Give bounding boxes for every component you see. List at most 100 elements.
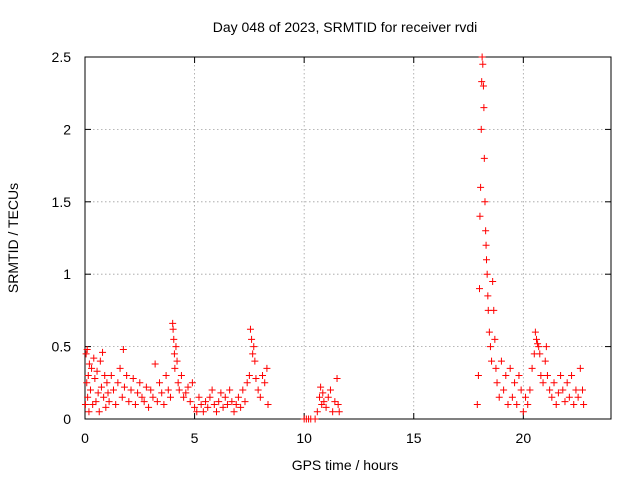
data-point (199, 408, 207, 416)
data-point (102, 403, 110, 411)
data-point (84, 372, 92, 380)
data-point (491, 335, 499, 343)
data-point (219, 403, 227, 411)
data-point (153, 398, 161, 406)
data-point (92, 398, 100, 406)
data-point (180, 393, 188, 401)
data-point (83, 379, 91, 387)
data-point (169, 325, 177, 333)
data-point (173, 357, 181, 365)
data-point (559, 386, 567, 394)
data-point (531, 328, 539, 336)
data-point (99, 348, 107, 356)
y-tick-label: 1.5 (52, 194, 72, 210)
data-point (208, 386, 216, 394)
data-point (156, 379, 164, 387)
data-point (335, 408, 343, 416)
data-point (83, 345, 91, 353)
data-point (120, 383, 128, 391)
data-point (166, 393, 174, 401)
data-point (195, 393, 203, 401)
data-point (138, 393, 146, 401)
data-point (489, 277, 497, 285)
data-point (101, 372, 109, 380)
data-point (140, 398, 148, 406)
data-point (548, 393, 556, 401)
data-point (580, 401, 588, 409)
data-point (477, 125, 485, 133)
data-point (478, 78, 486, 86)
data-point (254, 386, 262, 394)
data-point (252, 374, 260, 382)
x-tick-label: 5 (191, 430, 199, 446)
data-point (85, 360, 93, 368)
data-point (243, 379, 251, 387)
data-point (476, 285, 483, 293)
data-point (541, 357, 549, 365)
data-point (230, 408, 238, 416)
data-point (528, 364, 536, 372)
data-point (263, 364, 271, 372)
data-point (519, 408, 527, 416)
data-point (539, 379, 547, 387)
data-point (136, 379, 144, 387)
data-point (245, 372, 253, 380)
data-point (177, 372, 185, 380)
data-point (506, 364, 514, 372)
data-point (511, 379, 519, 387)
data-point (563, 379, 571, 387)
data-point (93, 367, 101, 375)
data-point (480, 154, 488, 162)
data-point (483, 270, 491, 278)
data-point (100, 393, 108, 401)
data-point (149, 393, 157, 401)
data-point (483, 256, 491, 264)
data-point (497, 357, 505, 365)
data-point (182, 389, 190, 397)
data-point (127, 386, 135, 394)
data-point (570, 401, 578, 409)
data-point (484, 292, 492, 300)
data-point (151, 360, 159, 368)
data-point (248, 335, 256, 343)
data-point (123, 372, 131, 380)
data-point (89, 401, 97, 409)
data-point (184, 383, 192, 391)
data-point (105, 398, 113, 406)
data-point (82, 350, 90, 358)
data-point (261, 379, 269, 387)
data-point (473, 401, 481, 409)
data-point (232, 401, 240, 409)
data-point (241, 398, 249, 406)
data-point (492, 364, 500, 372)
data-point (85, 408, 93, 416)
y-tick-label: 2 (63, 121, 71, 137)
data-point (490, 306, 498, 314)
y-tick-label: 0 (63, 411, 71, 427)
data-point (317, 383, 325, 391)
data-point (485, 328, 493, 336)
y-tick-label: 2.5 (52, 49, 72, 65)
data-point (175, 386, 183, 394)
data-point (329, 408, 337, 416)
data-point (495, 393, 503, 401)
data-point (223, 401, 231, 409)
x-axis-label: GPS time / hours (292, 457, 399, 473)
data-point (324, 393, 332, 401)
data-point (334, 401, 342, 409)
data-point (217, 389, 225, 397)
grid-lines (85, 57, 611, 419)
data-point (259, 372, 267, 380)
data-point (311, 415, 319, 423)
data-point (322, 403, 330, 411)
data-point (145, 403, 153, 411)
data-point (147, 386, 155, 394)
data-point (86, 386, 94, 394)
data-point (535, 343, 543, 351)
data-point (572, 386, 580, 394)
data-points (81, 53, 588, 423)
data-point (84, 393, 92, 401)
data-point (537, 372, 545, 380)
data-point (88, 364, 96, 372)
data-point (536, 350, 544, 358)
